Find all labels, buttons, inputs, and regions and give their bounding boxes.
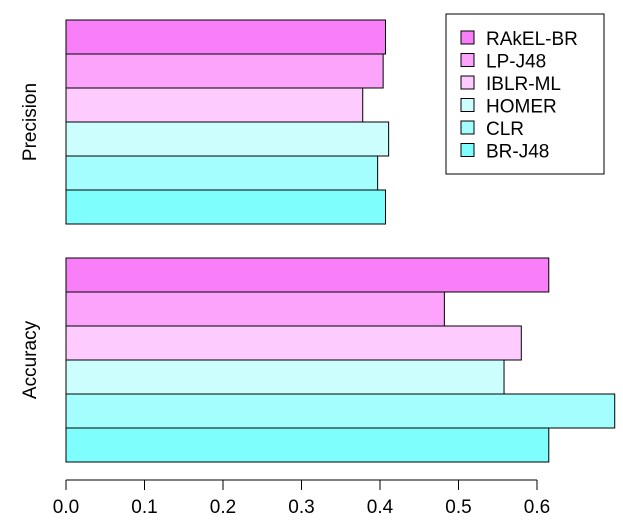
x-axis: 0.0 0.1 0.2 0.3 0.4 0.5 0.6 (53, 479, 550, 518)
legend-swatch-rakel-br (460, 30, 475, 45)
bar-precision-homer (65, 121, 390, 157)
bar-accuracy-lp-j48 (65, 291, 445, 327)
bar-precision-br-j48 (65, 189, 386, 225)
legend-swatch-iblr-ml (460, 75, 475, 90)
legend-label-clr: CLR (486, 119, 524, 140)
x-tick-label: 0.0 (53, 497, 79, 518)
bar-precision-clr (65, 155, 379, 191)
x-tick-label: 0.4 (367, 497, 394, 518)
legend-label-br-j48: BR-J48 (486, 142, 549, 163)
group-labels: Precision Accuracy (20, 83, 41, 399)
legend-label-iblr-ml: IBLR-ML (486, 74, 561, 95)
x-tick-label: 0.1 (131, 497, 157, 518)
group-label-precision: Precision (20, 83, 41, 161)
x-tick-label: 0.6 (524, 497, 550, 518)
bar-accuracy-homer (65, 359, 505, 395)
legend-swatch-homer (460, 98, 475, 112)
bar-precision-rakel-br (65, 19, 386, 55)
legend-swatch-br-j48 (460, 143, 475, 157)
x-tick-label: 0.5 (445, 497, 471, 518)
legend-label-rakel-br: RAkEL-BR (486, 29, 578, 50)
bar-accuracy-iblr-ml (65, 325, 522, 361)
x-tick-label: 0.2 (210, 497, 236, 518)
legend-swatch-clr (460, 120, 475, 135)
bar-accuracy-br-j48 (65, 427, 550, 463)
bar-accuracy-rakel-br (65, 257, 550, 293)
legend-label-homer: HOMER (486, 97, 557, 118)
bar-accuracy-clr (65, 393, 616, 429)
bar-precision-lp-j48 (65, 53, 384, 89)
bar-precision-iblr-ml (65, 87, 364, 123)
x-tick-label: 0.3 (288, 497, 314, 518)
legend-label-lp-j48: LP-J48 (486, 52, 546, 73)
legend-swatch-lp-j48 (460, 53, 475, 67)
group-label-accuracy: Accuracy (20, 320, 41, 399)
bars-layer (65, 19, 616, 463)
